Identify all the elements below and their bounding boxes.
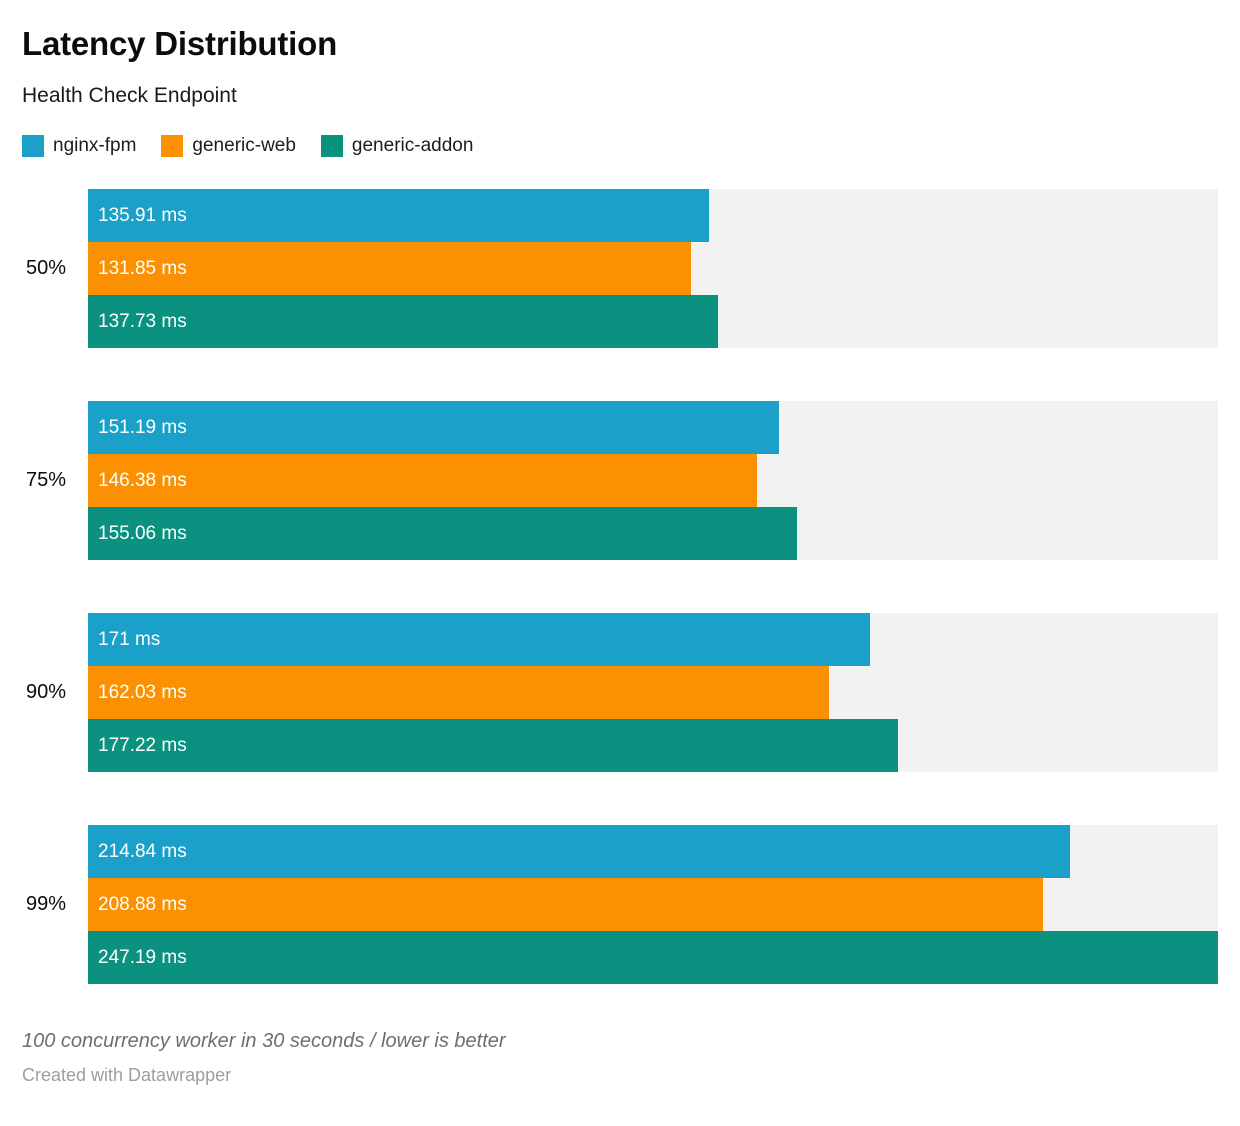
bar-chart: 50% 135.91 ms 131.85 ms 137.73 ms 75% 151.19 … <box>22 189 1218 985</box>
bar-nginx-fpm: 151.19 ms <box>88 401 780 455</box>
legend-item-generic-web: generic-web <box>161 135 296 158</box>
legend-label: generic-addon <box>351 135 474 157</box>
bar-track: 151.19 ms <box>88 401 1218 455</box>
legend: nginx-fpm generic-web generic-addon <box>22 135 1218 158</box>
bar-group-50%: 50% 135.91 ms 131.85 ms 137.73 ms <box>22 189 1218 349</box>
legend-item-generic-addon: generic-addon <box>320 135 474 158</box>
bar-nginx-fpm: 171 ms <box>88 613 870 667</box>
chart-subtitle: Health Check Endpoint <box>22 84 237 108</box>
legend-label: generic-web <box>192 135 296 157</box>
bar-track: 162.03 ms <box>88 666 1218 720</box>
bar-generic-web: 162.03 ms <box>88 666 829 720</box>
bar-track: 135.91 ms <box>88 189 1218 243</box>
bar-generic-web: 208.88 ms <box>88 878 1043 932</box>
bar-generic-addon: 137.73 ms <box>88 295 718 349</box>
bar-track: 146.38 ms <box>88 454 1218 508</box>
category-label: 99% <box>25 893 66 916</box>
chart-footnote: 100 concurrency worker in 30 seconds / l… <box>22 1030 506 1053</box>
bar-value-label: 162.03 ms <box>98 681 187 703</box>
bar-value-label: 247.19 ms <box>98 946 187 968</box>
bar-generic-addon: 177.22 ms <box>88 719 899 773</box>
legend-item-nginx-fpm: nginx-fpm <box>22 135 137 158</box>
bar-value-label: 171 ms <box>98 628 161 650</box>
bar-track: 247.19 ms <box>88 931 1218 985</box>
category-label: 50% <box>25 257 66 280</box>
page-title: Latency Distribution <box>22 25 338 62</box>
bar-value-label: 151.19 ms <box>98 416 187 438</box>
bar-generic-web: 131.85 ms <box>88 242 691 296</box>
bar-generic-web: 146.38 ms <box>88 454 758 508</box>
bar-track: 155.06 ms <box>88 507 1218 561</box>
legend-swatch-icon <box>320 135 343 158</box>
bar-value-label: 177.22 ms <box>98 734 187 756</box>
bar-stack: 214.84 ms 208.88 ms 247.19 ms <box>88 825 1218 985</box>
bar-stack: 151.19 ms 146.38 ms 155.06 ms <box>88 401 1218 561</box>
bar-nginx-fpm: 135.91 ms <box>88 189 710 243</box>
bar-value-label: 155.06 ms <box>98 522 187 544</box>
bar-stack: 135.91 ms 131.85 ms 137.73 ms <box>88 189 1218 349</box>
bar-value-label: 146.38 ms <box>98 469 187 491</box>
bar-value-label: 214.84 ms <box>98 840 187 862</box>
category-label: 75% <box>25 469 66 492</box>
bar-value-label: 137.73 ms <box>98 310 187 332</box>
datawrapper-attribution-link[interactable]: Created with Datawrapper <box>22 1065 232 1086</box>
bar-nginx-fpm: 214.84 ms <box>88 825 1071 879</box>
bar-value-label: 131.85 ms <box>98 257 187 279</box>
bar-value-label: 208.88 ms <box>98 893 187 915</box>
bar-group-75%: 75% 151.19 ms 146.38 ms 155.06 ms <box>22 401 1218 561</box>
bar-track: 137.73 ms <box>88 295 1218 349</box>
category-label: 90% <box>25 681 66 704</box>
bar-track: 131.85 ms <box>88 242 1218 296</box>
bar-generic-addon: 155.06 ms <box>88 507 797 561</box>
legend-swatch-icon <box>161 135 184 158</box>
bar-track: 208.88 ms <box>88 878 1218 932</box>
bar-track: 171 ms <box>88 613 1218 667</box>
bar-group-99%: 99% 214.84 ms 208.88 ms 247.19 ms <box>22 825 1218 985</box>
bar-value-label: 135.91 ms <box>98 204 187 226</box>
bar-group-90%: 90% 171 ms 162.03 ms 177.22 ms <box>22 613 1218 773</box>
bar-track: 177.22 ms <box>88 719 1218 773</box>
legend-label: nginx-fpm <box>53 135 137 157</box>
bar-stack: 171 ms 162.03 ms 177.22 ms <box>88 613 1218 773</box>
legend-swatch-icon <box>22 135 44 158</box>
bar-track: 214.84 ms <box>88 825 1218 879</box>
bar-generic-addon: 247.19 ms <box>88 931 1218 985</box>
